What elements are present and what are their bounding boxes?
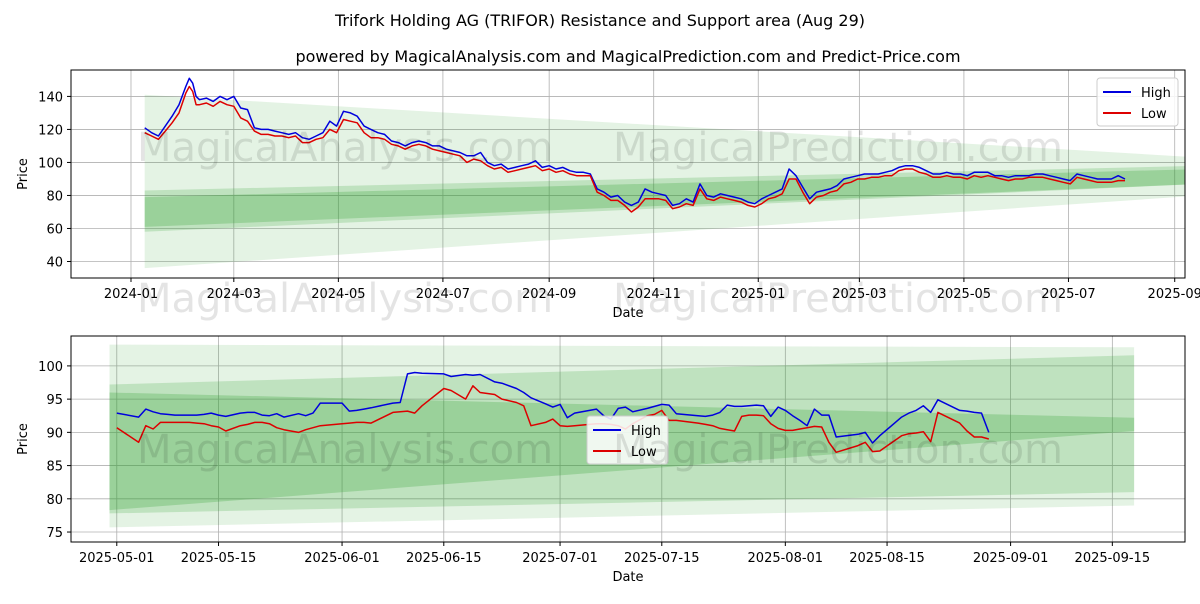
bottom-x-tick-label: 2025-09-15 (1075, 551, 1151, 566)
bottom-x-axis-label: Date (612, 570, 643, 585)
top-x-tick-label: 2025-03 (832, 287, 886, 302)
watermark-prediction-top: MagicalPrediction.com (613, 125, 1063, 171)
chart-title: Trifork Holding AG (TRIFOR) Resistance a… (334, 11, 865, 30)
bottom-x-tick-label: 2025-06-01 (304, 551, 380, 566)
bottom-x-tick-label: 2025-05-01 (79, 551, 155, 566)
top-y-tick-label: 60 (46, 222, 63, 237)
bottom-x-tick-label: 2025-05-15 (181, 551, 257, 566)
top-support-resistance-band (144, 94, 1185, 269)
top-support-resistance-band (144, 169, 1185, 227)
top-x-tick-label: 2025-01 (731, 287, 785, 302)
bottom-x-tick-label: 2025-07-15 (624, 551, 700, 566)
bottom-legend-label-high: High (631, 424, 661, 439)
top-x-axis-label: Date (612, 306, 643, 321)
bottom-y-tick-label: 100 (38, 360, 63, 375)
top-y-axis-label: Price (16, 158, 31, 190)
top-x-tick-label: 2024-11 (627, 287, 681, 302)
bottom-x-tick-label: 2025-09-01 (973, 551, 1049, 566)
bottom-series-low-line (116, 385, 989, 454)
top-y-tick-label: 120 (38, 123, 63, 138)
top-plot-frame (70, 69, 1186, 279)
bottom-y-tick-label: 95 (46, 393, 63, 408)
top-x-tick-label: 2024-03 (207, 287, 261, 302)
top-x-tick-label: 2025-07 (1041, 287, 1095, 302)
bottom-plot-frame (70, 335, 1186, 543)
top-series-low-line (144, 85, 1125, 213)
top-y-tick-label: 100 (38, 156, 63, 171)
top-y-tick-label: 80 (46, 189, 63, 204)
bottom-y-axis-label: Price (16, 423, 31, 455)
bottom-x-tick-label: 2025-07-01 (522, 551, 598, 566)
watermark-prediction-mid: MagicalPrediction.com (613, 276, 1063, 322)
bottom-legend-label-low: Low (631, 445, 657, 460)
top-x-tick-label: 2024-05 (311, 287, 365, 302)
bottom-x-tick-label: 2025-06-15 (406, 551, 482, 566)
bottom-series-high-line (116, 371, 990, 444)
bottom-y-tick-label: 90 (46, 426, 63, 441)
top-legend-label-high: High (1141, 86, 1171, 101)
bottom-legend: High Low (586, 415, 669, 465)
bottom-y-tick-label: 85 (46, 460, 63, 475)
top-x-tick-label: 2024-09 (522, 287, 576, 302)
top-legend-label-low: Low (1141, 107, 1167, 122)
top-x-tick-label: 2024-01 (104, 287, 158, 302)
watermark-prediction-bottom: MagicalPrediction.com (613, 427, 1063, 473)
watermark-analysis-top: MagicalAnalysis.com (137, 125, 553, 171)
bottom-x-tick-label: 2025-08-01 (748, 551, 824, 566)
top-x-tick-label: 2025-09 (1148, 287, 1200, 302)
top-y-tick-label: 140 (38, 90, 63, 105)
top-legend: High Low (1096, 77, 1179, 127)
watermark-analysis-mid: MagicalAnalysis.com (137, 276, 553, 322)
watermark-analysis-bottom: MagicalAnalysis.com (137, 427, 553, 473)
bottom-y-tick-label: 75 (46, 526, 63, 541)
top-series-high-line (144, 77, 1126, 207)
top-x-tick-label: 2024-07 (416, 287, 470, 302)
top-x-tick-label: 2025-05 (937, 287, 991, 302)
bottom-price-chart: 2025-05-01 2025-05-15 2025-06-01 2025-06-15… (16, 335, 1186, 585)
top-y-tick-label: 40 (46, 255, 63, 270)
bottom-y-tick-label: 80 (46, 493, 63, 508)
top-price-chart: 2024-01 2024-03 2024-05 2024-07 2024-09 2024-… (16, 69, 1200, 321)
top-support-resistance-band (144, 166, 1185, 232)
bottom-x-tick-label: 2025-08-15 (849, 551, 925, 566)
chart-subtitle: powered by MagicalAnalysis.com and Magic… (295, 47, 960, 66)
